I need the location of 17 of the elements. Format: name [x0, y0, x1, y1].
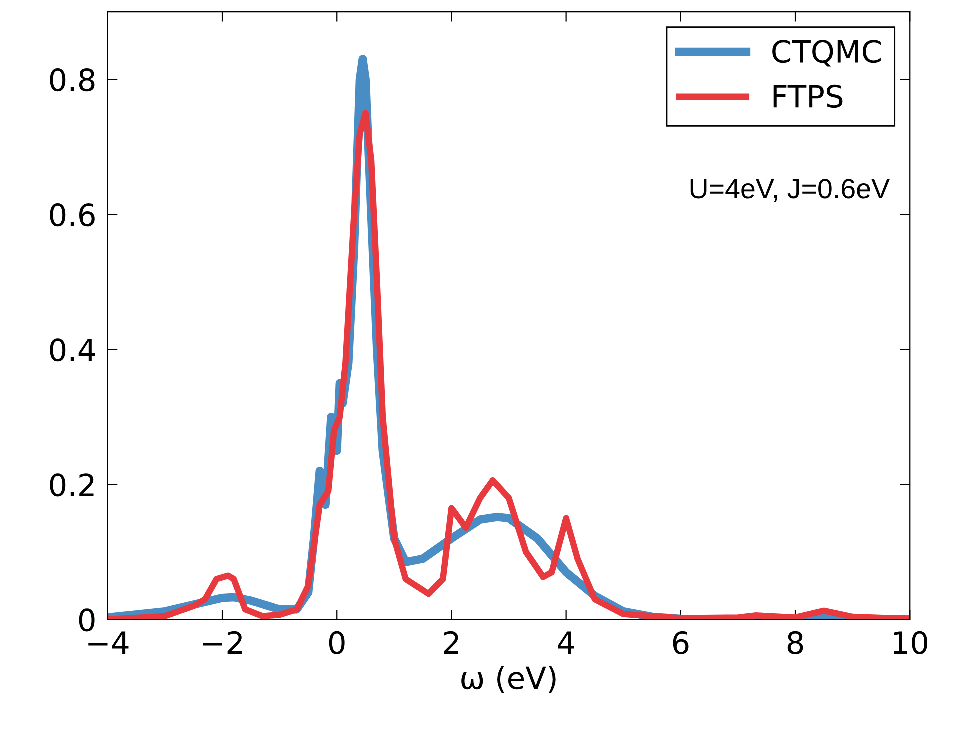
x-tick-label: −2 — [203, 631, 242, 654]
y-tick-label: 0 — [79, 608, 95, 632]
legend-label: FTPS — [774, 84, 843, 108]
annotation: U=4eV, J=0.6eV — [690, 179, 890, 202]
x-axis-title: ω (eV) — [462, 666, 556, 694]
x-tick-label: 4 — [558, 632, 574, 654]
legend-label: CTQMC — [772, 40, 881, 67]
y-tick-label: 0.8 — [50, 68, 95, 92]
x-tick-label: 6 — [673, 631, 689, 654]
y-tick-label: 0.2 — [50, 474, 94, 497]
y-tick-label: 0.6 — [50, 204, 95, 227]
x-tick-label: 0 — [329, 631, 345, 654]
x-tick-label: 8 — [788, 631, 804, 654]
x-tick-label: 10 — [894, 631, 928, 654]
x-tick-label: 2 — [444, 631, 458, 654]
y-tick-label: 0.4 — [50, 338, 96, 362]
x-tick-label: −4 — [88, 632, 129, 654]
